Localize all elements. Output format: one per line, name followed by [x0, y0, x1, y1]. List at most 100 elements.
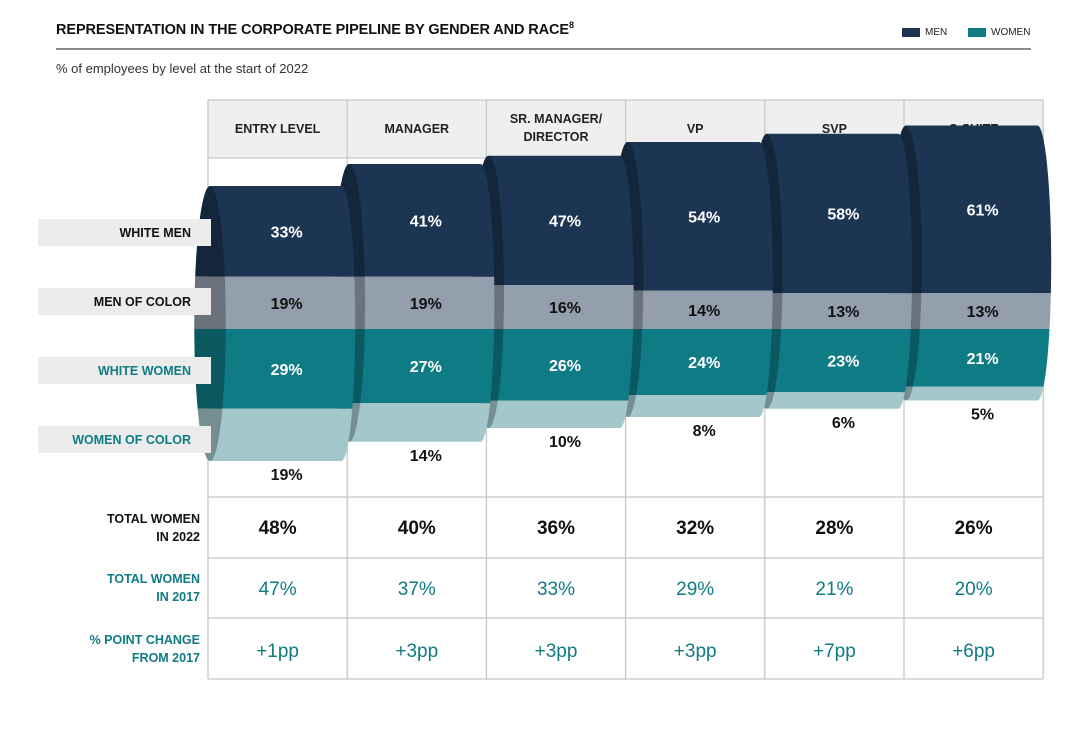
segment-end — [340, 329, 356, 409]
row-label-total-2022: TOTAL WOMEN IN 2022 — [30, 510, 200, 546]
column-header: VP — [687, 122, 704, 136]
segment-women-of-color — [488, 400, 620, 428]
table-cell: +3pp — [535, 641, 578, 662]
segment-end — [1036, 386, 1052, 401]
value-label: 41% — [410, 213, 442, 230]
value-label: 14% — [410, 448, 442, 465]
segment-end — [479, 329, 495, 404]
label-white-men: WHITE MEN — [38, 219, 211, 246]
table-cell: 32% — [676, 518, 714, 539]
table-cell: +3pp — [395, 641, 438, 662]
row-label-total-2017-line1: TOTAL WOMEN — [106, 572, 200, 586]
segment-white-men — [488, 155, 620, 285]
table-cell: 40% — [398, 518, 436, 539]
segment-end — [897, 293, 912, 329]
segment-white-women — [349, 329, 481, 404]
column-header: SVP — [822, 122, 847, 136]
table-cell: 48% — [259, 518, 297, 539]
segment-end — [1036, 329, 1052, 387]
segment-women-of-color — [906, 386, 1038, 401]
table-cell: +1pp — [256, 641, 299, 662]
pipe-3 — [472, 155, 634, 428]
value-label: 6% — [832, 415, 855, 432]
value-label: 33% — [271, 224, 303, 241]
table-cell: 47% — [259, 579, 297, 600]
label-women-of-color: WOMEN OF COLOR — [38, 426, 211, 453]
label-men-of-color: MEN OF COLOR — [38, 288, 211, 315]
legend-women-swatch — [968, 28, 986, 37]
value-label: 24% — [688, 355, 720, 372]
value-label: 16% — [549, 300, 581, 317]
segment-men-of-color — [210, 276, 342, 329]
segment-end — [758, 290, 773, 329]
row-label-change-line2: FROM 2017 — [131, 651, 200, 665]
legend-men-label: MEN — [925, 27, 948, 38]
row-label-change-line1: % POINT CHANGE — [89, 633, 200, 647]
segment-women-of-color — [349, 403, 481, 442]
table-cell: 37% — [398, 579, 436, 600]
value-label: 29% — [271, 362, 303, 379]
value-label: 19% — [410, 296, 442, 313]
value-label: 13% — [827, 304, 859, 321]
table-cell: 26% — [955, 518, 993, 539]
value-label: 21% — [967, 351, 999, 368]
segment-women-of-color — [210, 408, 342, 461]
segment-men-of-color — [488, 285, 620, 329]
segment-white-women — [627, 329, 760, 395]
legend-men-swatch — [902, 28, 920, 37]
segment-white-men — [349, 164, 481, 277]
value-label: 47% — [549, 213, 581, 230]
value-label: 5% — [971, 407, 994, 424]
value-label: 27% — [410, 359, 442, 376]
row-label-total-2022-line1: TOTAL WOMEN — [106, 512, 200, 526]
title-footnote: 8 — [568, 20, 574, 30]
chart-title: REPRESENTATION IN THE CORPORATE PIPELINE… — [56, 20, 574, 38]
segment-end — [340, 276, 356, 329]
segment-men-of-color — [906, 293, 1038, 329]
column-header: SR. MANAGER/ — [510, 112, 603, 126]
segment-end — [1036, 293, 1052, 329]
segment-men-of-color — [627, 290, 760, 329]
table-cell: +6pp — [952, 641, 995, 662]
table-cell: 29% — [676, 579, 714, 600]
segment-white-women — [488, 329, 620, 401]
segment-women-of-color — [766, 392, 899, 409]
value-label: 14% — [688, 303, 720, 320]
segment-white-women — [906, 329, 1038, 387]
segment-end — [618, 285, 634, 329]
value-label: 13% — [967, 304, 999, 321]
legend-men: MEN — [902, 27, 947, 38]
table-cell: +3pp — [674, 641, 717, 662]
row-label-total-2017-line2: IN 2017 — [156, 590, 200, 604]
segment-white-men — [906, 125, 1038, 294]
value-label: 19% — [271, 467, 303, 484]
segment-end — [1036, 125, 1052, 294]
segment-white-men — [766, 133, 899, 294]
segment-white-women — [210, 329, 342, 409]
segment-white-women — [766, 329, 899, 393]
legend-women-label: WOMEN — [991, 27, 1031, 38]
value-label: 61% — [967, 202, 999, 219]
value-label: 54% — [688, 209, 720, 226]
value-label: 23% — [827, 354, 859, 371]
value-label: 58% — [827, 207, 859, 224]
label-white-women: WHITE WOMEN — [38, 357, 211, 384]
value-label: 8% — [693, 423, 716, 440]
title-rule — [56, 48, 1031, 50]
segment-white-men — [210, 186, 342, 277]
value-label: 26% — [549, 358, 581, 375]
segment-white-men — [627, 142, 760, 291]
value-label: 19% — [271, 296, 303, 313]
pipe-4 — [611, 142, 773, 417]
table-cell: 28% — [815, 518, 853, 539]
table-cell: 33% — [537, 579, 575, 600]
table-cell: 21% — [815, 579, 853, 600]
segment-end — [618, 329, 634, 401]
segment-women-of-color — [627, 395, 760, 417]
table-cell: +7pp — [813, 641, 856, 662]
segment-men-of-color — [349, 276, 481, 329]
column-header: DIRECTOR — [523, 130, 588, 144]
row-label-total-2017: TOTAL WOMEN IN 2017 — [30, 570, 200, 606]
pipeline-segments — [194, 125, 1052, 461]
